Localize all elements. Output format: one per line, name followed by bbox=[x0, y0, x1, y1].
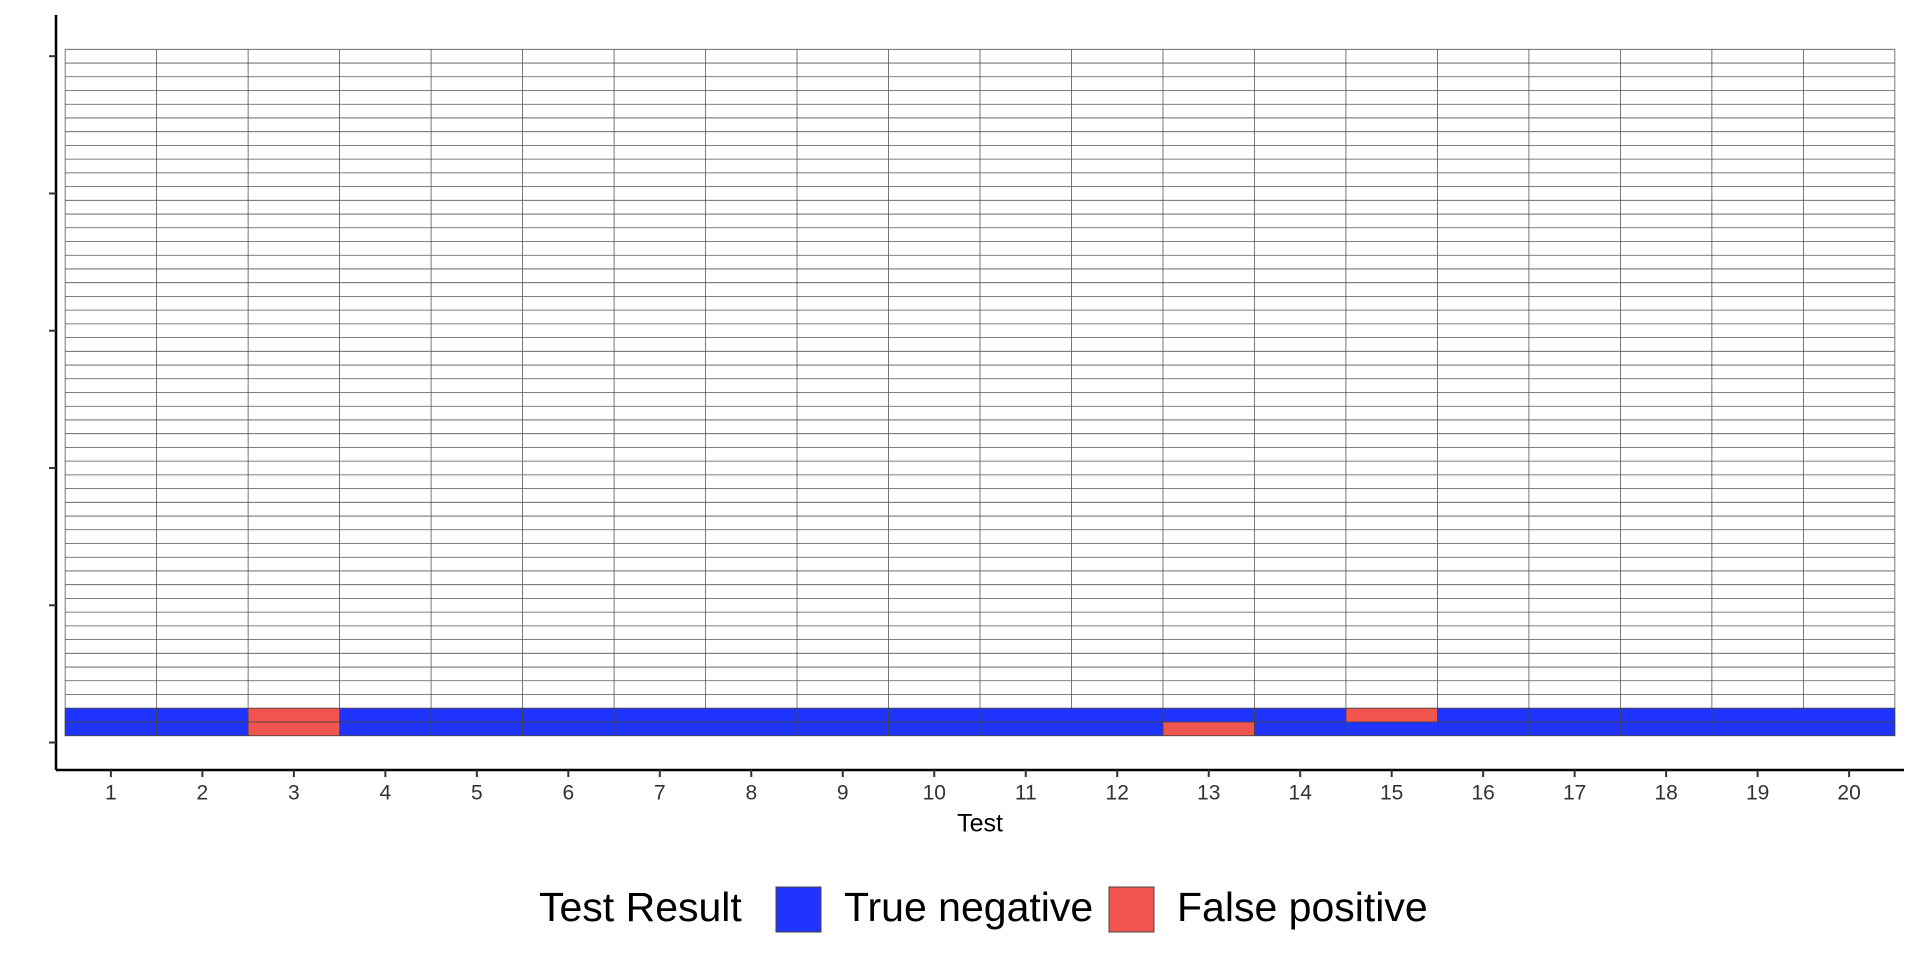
tile bbox=[1345, 707, 1438, 723]
tile bbox=[156, 707, 249, 723]
tile bbox=[705, 707, 798, 723]
x-tick-label: 11 bbox=[1015, 782, 1037, 805]
tile bbox=[522, 707, 615, 723]
x-tick-label: 5 bbox=[471, 782, 483, 805]
legend-swatch bbox=[1108, 886, 1155, 933]
tile bbox=[796, 721, 889, 737]
tile bbox=[1528, 707, 1621, 723]
tile bbox=[339, 707, 432, 723]
x-tick-label: 3 bbox=[288, 782, 300, 805]
x-tick-label: 8 bbox=[745, 782, 757, 805]
legend-label: True negative bbox=[844, 884, 1093, 930]
x-axis-title: Test bbox=[957, 810, 1003, 838]
tile bbox=[1619, 707, 1713, 723]
tile bbox=[1802, 721, 1896, 737]
tile bbox=[1802, 707, 1896, 723]
x-tick-label: 9 bbox=[837, 782, 849, 805]
tile bbox=[1345, 721, 1438, 737]
legend-title: Test Result bbox=[539, 884, 742, 930]
tile bbox=[247, 707, 341, 723]
x-tick-label: 19 bbox=[1746, 782, 1769, 805]
x-tick-label: 20 bbox=[1837, 782, 1860, 805]
tile bbox=[888, 707, 981, 723]
tile bbox=[1619, 721, 1713, 737]
tile bbox=[705, 721, 798, 737]
tile bbox=[1162, 721, 1255, 737]
tile bbox=[613, 707, 706, 723]
x-tick-label: 13 bbox=[1197, 782, 1220, 805]
legend-label: False positive bbox=[1177, 884, 1428, 930]
tile bbox=[247, 721, 341, 737]
x-tick-label: 7 bbox=[654, 782, 666, 805]
tile bbox=[888, 721, 981, 737]
tile bbox=[64, 707, 158, 723]
x-tick-label: 16 bbox=[1471, 782, 1494, 805]
tile bbox=[1437, 721, 1530, 737]
x-tick-label: 12 bbox=[1106, 782, 1129, 805]
tile bbox=[156, 721, 249, 737]
x-tick-label: 15 bbox=[1380, 782, 1403, 805]
x-tick-label: 18 bbox=[1654, 782, 1677, 805]
tile bbox=[430, 707, 523, 723]
tile bbox=[1437, 707, 1530, 723]
tile bbox=[339, 721, 432, 737]
x-tick-label: 17 bbox=[1563, 782, 1586, 805]
x-tick-label: 4 bbox=[380, 782, 392, 805]
tile bbox=[522, 721, 615, 737]
tile bbox=[1162, 707, 1255, 723]
tile bbox=[979, 707, 1072, 723]
tile bbox=[1071, 721, 1164, 737]
tile bbox=[1071, 707, 1164, 723]
tile bbox=[796, 707, 889, 723]
tile bbox=[1711, 707, 1804, 723]
x-tick-label: 2 bbox=[197, 782, 209, 805]
legend-swatch bbox=[775, 886, 822, 933]
x-tick-label: 10 bbox=[923, 782, 946, 805]
tile bbox=[1254, 707, 1347, 723]
tile bbox=[1528, 721, 1621, 737]
x-tick-label: 6 bbox=[562, 782, 574, 805]
tile bbox=[1254, 721, 1347, 737]
tile bbox=[430, 721, 523, 737]
x-tick-label: 1 bbox=[105, 782, 117, 805]
x-tick-label: 14 bbox=[1289, 782, 1313, 805]
tile bbox=[1711, 721, 1804, 737]
tile bbox=[613, 721, 706, 737]
tile bbox=[979, 721, 1072, 737]
tile bbox=[64, 721, 158, 737]
